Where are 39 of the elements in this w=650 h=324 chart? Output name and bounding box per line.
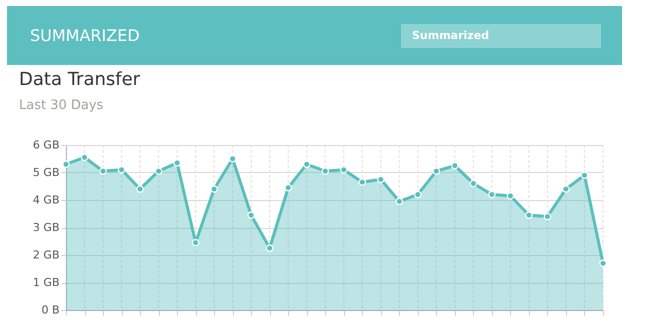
point xyxy=(414,190,422,198)
point xyxy=(228,154,236,163)
point xyxy=(470,180,478,188)
point xyxy=(377,176,385,184)
chart-title: Data Transfer xyxy=(19,69,141,90)
point xyxy=(173,159,181,167)
point xyxy=(136,185,144,193)
point xyxy=(247,211,255,219)
y-tick-label: 6 GB xyxy=(32,138,60,152)
y-tick-label: 2 GB xyxy=(32,248,60,262)
y-tick-label: 0 B xyxy=(41,304,60,316)
point xyxy=(62,160,70,168)
point xyxy=(118,166,126,174)
point xyxy=(562,185,570,193)
point xyxy=(192,238,200,246)
point xyxy=(506,192,514,200)
point xyxy=(396,198,404,206)
point xyxy=(580,171,588,180)
y-tick-label: 5 GB xyxy=(32,166,60,179)
point xyxy=(488,190,496,198)
chart-subtitle: Last 30 Days xyxy=(19,98,104,113)
y-tick-label: 1 GB xyxy=(32,276,60,289)
point xyxy=(432,167,440,175)
text: SUMMARIZED xyxy=(30,26,140,45)
point xyxy=(340,166,348,174)
point xyxy=(358,178,366,186)
point xyxy=(525,211,533,219)
point xyxy=(266,244,274,252)
y-tick-label: 3 GB xyxy=(32,221,60,234)
point xyxy=(302,160,310,168)
y-tick-label: 4 GB xyxy=(32,194,60,206)
point xyxy=(544,212,552,220)
point xyxy=(599,259,607,268)
text: Summarized xyxy=(412,29,490,42)
point xyxy=(80,154,88,162)
point xyxy=(451,162,459,170)
point xyxy=(154,167,162,175)
point xyxy=(321,167,330,175)
point xyxy=(99,167,107,175)
